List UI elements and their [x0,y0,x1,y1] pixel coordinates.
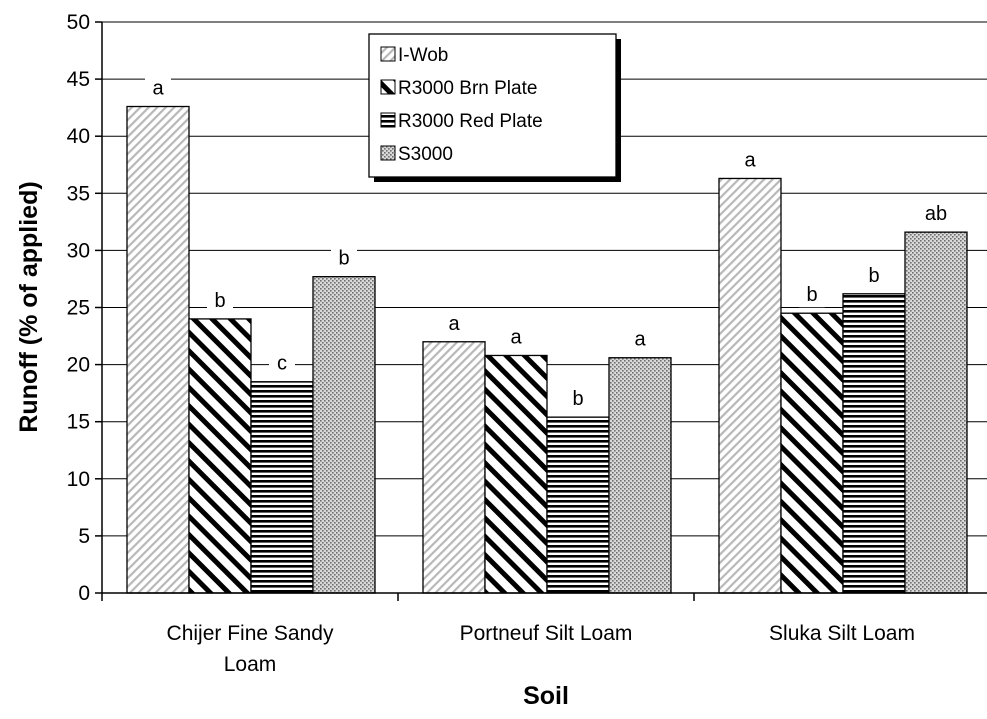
sig-label-bg-1-3 [627,326,653,352]
category-label-0-0: Chijer Fine Sandy [167,622,334,645]
bar-2-3 [904,231,968,594]
bar-0-1 [188,318,252,594]
bar-2-2 [842,293,906,594]
sig-label-bg-0-3 [331,245,357,271]
sig-label-1-3: a [634,329,646,351]
legend-box [368,33,617,178]
sig-label-bg-0-0 [145,75,171,101]
sig-label-0-0: a [152,78,164,100]
bar-0-3 [312,276,376,594]
bar-1-1 [484,354,548,594]
bar-0-0 [126,105,190,594]
y-tick-label-40: 40 [67,125,90,148]
sig-label-0-2: c [277,353,287,375]
sig-label-1-1: a [510,326,522,348]
legend: I-Wob R3000 Brn Plate R3000 Red Plate S3000 [368,33,621,182]
sig-label-1-0: a [448,313,460,335]
y-tick-label-0: 0 [78,582,90,605]
y-ticks: 0 5 10 15 20 25 30 35 40 45 50 [67,11,102,605]
sig-label-bg-2-0 [737,147,763,173]
y-tick-label-20: 20 [67,354,90,377]
sig-label-0-1: b [214,290,225,312]
category-labels: Chijer Fine Sandy Loam Portneuf Silt Loam S… [167,622,915,676]
bar-0-2 [250,381,314,594]
x-ticks [101,593,695,601]
legend-label-0: I-Wob [398,45,448,66]
sig-label-2-0: a [744,149,756,171]
sig-label-bg-2-1 [799,282,825,308]
sig-label-2-1: b [806,284,817,306]
bar-2-1 [780,312,844,594]
y-tick-label-10: 10 [67,468,90,491]
legend-swatch-2 [380,112,396,128]
legend-label-1: R3000 Brn Plate [398,78,537,99]
bar-1-0 [422,341,486,594]
legend-label-3: S3000 [398,144,453,165]
bar-1-3 [608,357,672,594]
legend-label-2: R3000 Red Plate [398,111,543,132]
sig-label-0-3: b [338,248,349,270]
y-tick-label-50: 50 [67,11,90,34]
y-axis-title: Runoff (% of applied) [15,181,43,432]
bars [126,105,968,594]
legend-swatch-1 [380,79,396,95]
y-tick-label-30: 30 [67,239,90,262]
sig-label-bg-2-3 [917,201,955,227]
sig-label-bg-1-0 [441,310,467,336]
category-label-0-1: Loam [224,653,277,676]
y-tick-label-45: 45 [67,68,90,91]
sig-label-bg-1-1 [503,324,529,350]
sig-label-1-2: b [572,388,583,410]
legend-swatch-3 [380,145,396,161]
bar-1-2 [546,416,610,594]
sig-label-bg-0-2 [269,350,295,376]
y-tick-label-25: 25 [67,297,90,320]
y-tick-label-35: 35 [67,182,90,205]
sig-label-2-3: ab [925,203,947,225]
sig-label-bg-1-2 [565,386,591,412]
sig-label-bg-2-2 [861,262,887,288]
y-tick-label-15: 15 [67,411,90,434]
y-tick-label-5: 5 [78,525,90,548]
sig-label-bg-0-1 [207,287,233,313]
legend-swatch-0 [380,46,396,62]
x-axis-title: Soil [523,682,569,710]
category-label-2-0: Sluka Silt Loam [769,622,915,645]
category-label-1-0: Portneuf Silt Loam [460,622,633,645]
sig-label-2-2: b [868,265,879,287]
bar-2-0 [718,177,782,594]
